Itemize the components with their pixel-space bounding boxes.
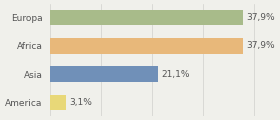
Text: 21,1%: 21,1%	[161, 70, 189, 79]
Text: 37,9%: 37,9%	[246, 41, 275, 50]
Bar	[50, 10, 243, 25]
Bar	[50, 66, 158, 82]
Bar	[50, 38, 243, 54]
Bar	[50, 95, 66, 110]
Text: 37,9%: 37,9%	[246, 13, 275, 22]
Text: 3,1%: 3,1%	[69, 98, 92, 107]
